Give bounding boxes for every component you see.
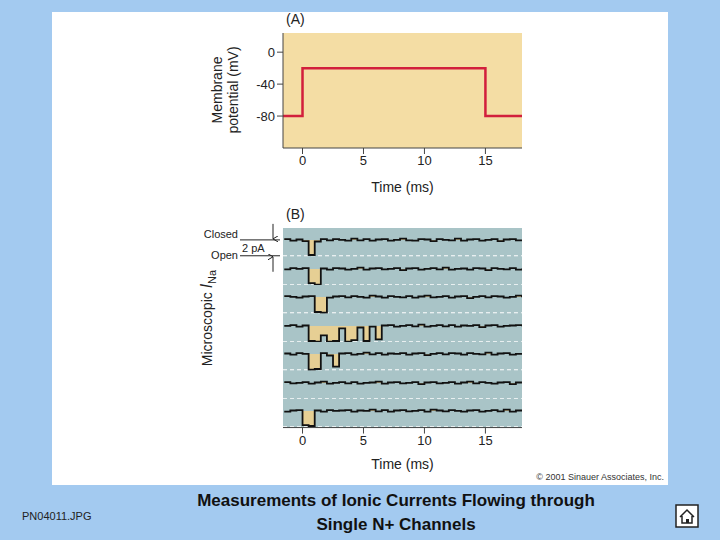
svg-text:(A): (A) [286, 11, 305, 27]
svg-text:Membranepotential (mV): Membranepotential (mV) [209, 46, 241, 133]
svg-text:0: 0 [299, 433, 306, 448]
svg-text:PN04011.JPG: PN04011.JPG [22, 510, 92, 522]
svg-text:(B): (B) [286, 206, 305, 222]
svg-text:Time (ms): Time (ms) [371, 456, 433, 472]
svg-text:15: 15 [478, 153, 492, 168]
svg-text:-40: -40 [256, 77, 275, 92]
svg-text:10: 10 [417, 433, 431, 448]
svg-text:-80: -80 [256, 109, 275, 124]
svg-text:Open: Open [211, 249, 238, 261]
svg-text:15: 15 [478, 433, 492, 448]
svg-text:5: 5 [360, 433, 367, 448]
svg-text:5: 5 [360, 153, 367, 168]
svg-text:Measurements of Ionic Currents: Measurements of Ionic Currents Flowing t… [197, 491, 595, 534]
svg-text:Closed: Closed [204, 228, 238, 240]
svg-text:0: 0 [268, 45, 275, 60]
svg-text:Microscopic INa: Microscopic INa [198, 269, 218, 366]
svg-text:10: 10 [417, 153, 431, 168]
svg-text:2 pA: 2 pA [242, 242, 265, 254]
svg-text:Time (ms): Time (ms) [371, 179, 433, 195]
svg-text:0: 0 [299, 153, 306, 168]
svg-text:© 2001 Sinauer Associates, Inc: © 2001 Sinauer Associates, Inc. [536, 472, 664, 482]
